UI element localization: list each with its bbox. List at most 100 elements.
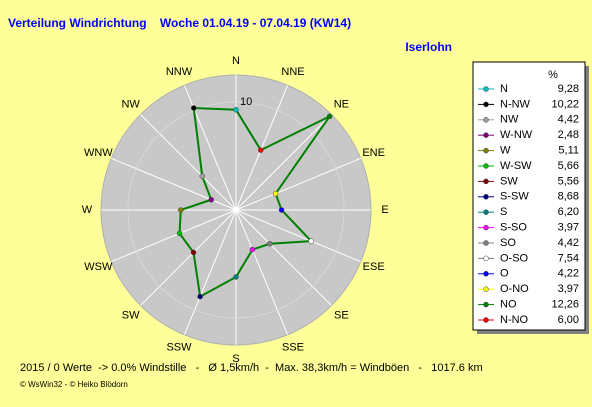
legend-value: 6,00: [558, 314, 579, 326]
legend-box: [472, 61, 586, 331]
legend-marker: [483, 286, 489, 292]
legend-marker: [483, 194, 489, 200]
legend-name: SW: [500, 175, 518, 187]
direction-label: SE: [334, 309, 349, 321]
legend-name: W-NW: [500, 129, 533, 141]
legend-marker: [483, 86, 489, 92]
legend-marker: [483, 255, 489, 262]
legend-name: N-NO: [500, 314, 529, 326]
legend-marker: [483, 117, 489, 123]
grid-ring: [127, 101, 345, 319]
point: [176, 230, 183, 237]
legend-value: 8,68: [558, 191, 579, 203]
legend-marker: [483, 147, 489, 154]
legend-name: S: [500, 206, 507, 218]
legend-value: 9,28: [558, 83, 579, 95]
direction-label: N: [232, 55, 240, 67]
legend-marker: [483, 163, 489, 169]
legend-title: %: [548, 69, 558, 81]
point: [233, 274, 239, 280]
r-tick-label: 10: [240, 96, 252, 108]
direction-label: SW: [122, 309, 140, 321]
legend-value: 4,22: [558, 268, 579, 280]
spoke: [235, 209, 289, 335]
spoke: [111, 209, 237, 263]
spoke: [235, 209, 361, 263]
direction-label: S: [232, 353, 239, 365]
legend-value: 3,97: [558, 222, 579, 234]
point: [258, 147, 264, 153]
footer: 2015 / 0 Werte -> 0.0% Windstille - Ø 1,…: [20, 362, 483, 374]
direction-label: NE: [334, 99, 349, 111]
legend-value: 4,42: [558, 114, 579, 126]
legend-value: 4,42: [558, 237, 579, 249]
legend-value: 5,66: [558, 160, 579, 172]
legend-marker: [483, 271, 489, 277]
legend-marker: [483, 101, 489, 108]
point: [267, 241, 273, 247]
legend-name: O: [500, 268, 509, 280]
legend-name: N: [500, 83, 508, 95]
spoke: [235, 157, 361, 211]
legend-marker: [483, 317, 489, 323]
legend-name: S-SO: [500, 222, 527, 234]
direction-label: WSW: [84, 261, 113, 273]
point: [233, 107, 239, 113]
direction-label: NNE: [281, 66, 304, 78]
legend-name: SO: [500, 237, 516, 249]
point: [197, 293, 203, 300]
direction-label: NNW: [166, 66, 193, 78]
legend-marker: [483, 178, 489, 185]
chart-title: Verteilung Windrichtung Woche 01.04.19 -…: [8, 16, 351, 30]
direction-label: E: [381, 204, 388, 216]
direction-label: WNW: [84, 147, 113, 159]
point: [178, 207, 184, 213]
legend-name: O-NO: [500, 283, 529, 295]
legend-value: 5,56: [558, 175, 579, 187]
legend-value: 12,26: [551, 299, 579, 311]
legend-name: S-SW: [500, 191, 529, 203]
point: [199, 173, 205, 179]
direction-label: ESE: [363, 261, 385, 273]
legend-name: NO: [500, 299, 517, 311]
point: [208, 197, 215, 203]
legend-marker: [483, 132, 489, 138]
legend-marker: [483, 224, 489, 231]
direction-label: SSW: [166, 342, 192, 354]
spoke: [235, 209, 332, 306]
legend-value: 5,11: [558, 145, 579, 157]
spoke: [183, 209, 237, 335]
direction-label: NW: [121, 99, 140, 111]
point: [308, 238, 314, 244]
point: [190, 249, 197, 256]
point: [249, 246, 256, 253]
point: [278, 207, 285, 213]
spoke: [140, 114, 237, 211]
legend-marker: [483, 209, 489, 215]
legend-name: N-NW: [500, 98, 531, 110]
direction-label: ENE: [362, 147, 385, 159]
spoke: [111, 157, 237, 211]
spoke: [140, 209, 237, 306]
legend-marker: [483, 301, 489, 308]
legend-value: 6,20: [558, 206, 579, 218]
legend-value: 7,54: [558, 252, 579, 264]
credit: © WsWin32 - © Heiko Blödorn: [20, 380, 128, 389]
point: [272, 190, 279, 197]
legend-name: O-SO: [500, 252, 529, 264]
legend-value: 2,48: [558, 129, 579, 141]
legend-value: 10,22: [551, 98, 579, 110]
legend-marker: [483, 240, 489, 246]
station-name: Iserlohn: [405, 40, 452, 54]
point: [191, 105, 197, 111]
spoke: [235, 114, 332, 211]
legend-value: 3,97: [558, 283, 579, 295]
direction-label: SSE: [282, 342, 304, 354]
direction-label: W: [82, 204, 93, 216]
point: [326, 113, 333, 120]
legend-name: W-SW: [500, 160, 532, 172]
legend-name: NW: [500, 114, 519, 126]
legend-name: W: [500, 145, 511, 157]
